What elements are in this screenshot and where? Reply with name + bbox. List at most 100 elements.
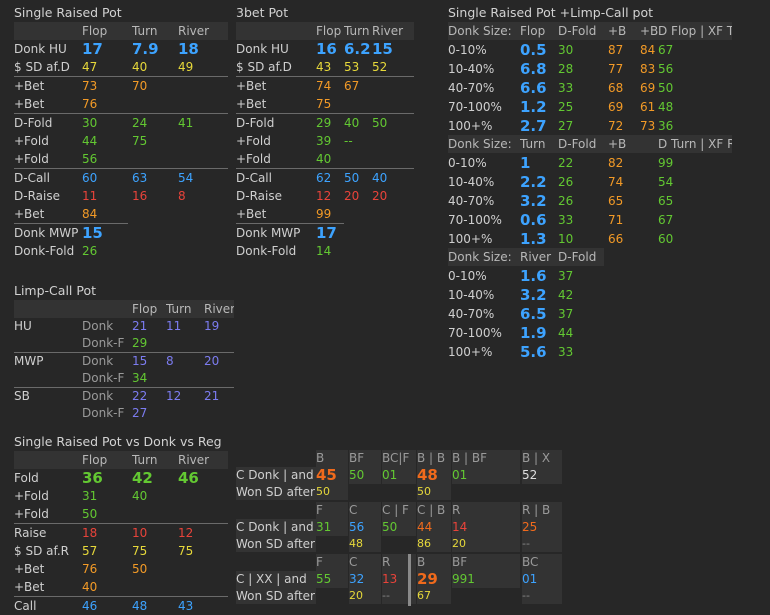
stat-value: 11 [82, 189, 98, 203]
stat-value: 29 [132, 336, 148, 350]
stat-value: 61 [640, 99, 656, 114]
col-header: BF [452, 554, 520, 571]
row-label: D-Call [14, 171, 50, 185]
stat-value: 87 [608, 42, 624, 57]
stat-value: 63 [132, 171, 148, 185]
row-label: +Bet [14, 207, 45, 221]
stat-value: 19 [204, 319, 220, 333]
stat-value: 42 [132, 469, 153, 487]
donk-size-header-row: Donk Size: River D-Fold [448, 248, 604, 266]
stat-value: 50 [316, 484, 348, 500]
stat-value: 10 [558, 231, 574, 246]
col-header: F [316, 554, 348, 571]
row-label: +Fold [14, 152, 49, 166]
stat-value: 66 [608, 231, 624, 246]
limp-donk-title: Single Raised Pot +Limp-Call pot [448, 5, 653, 20]
col-header: D-Fold [558, 137, 597, 151]
row-label: Fold [14, 471, 39, 485]
stat-value: 17 [316, 224, 337, 242]
stat-value: 41 [178, 116, 194, 130]
row-label: $ SD af.D [14, 60, 70, 74]
stat-value: 75 [178, 544, 194, 558]
stat-value: 1.3 [520, 229, 547, 248]
row-label: Won SD after: [236, 536, 316, 552]
table-row: Donk-F 34 [14, 370, 234, 387]
stat-value: 3.2 [520, 285, 547, 304]
col-header: R [452, 502, 520, 519]
row-label: +Bet [236, 79, 267, 93]
stat-value: 74 [316, 79, 332, 93]
stat-value: 53 [344, 60, 360, 74]
col-header: Flop [520, 24, 546, 38]
row-label: +Bet [14, 79, 45, 93]
stat-value: 99 [316, 207, 332, 221]
col-header: R [382, 554, 416, 571]
position-label: MWP [14, 354, 44, 368]
donk-size-label: 10-40% [448, 61, 495, 76]
stat-value: 20 [452, 536, 520, 552]
stat-value: 32 [349, 571, 381, 588]
stat-value: 74 [608, 174, 624, 189]
vsreg-panel: Single Raised Pot vs Donk vs Reg Flop Tur… [14, 433, 228, 615]
col-header: B | X [522, 450, 562, 467]
stat-value: -- [382, 588, 416, 604]
stat-value: 43 [178, 599, 194, 613]
table-row: +Bet 75 [236, 95, 414, 113]
stat-value: 52 [522, 467, 562, 484]
stat-value: 99 [658, 155, 674, 170]
table-row: +Bet 76 [14, 95, 228, 113]
stat-value: 73 [82, 79, 98, 93]
stat-value: 54 [178, 171, 194, 185]
stat-value: 50 [344, 171, 360, 185]
table-row: 10-40% 3.2 42 [448, 285, 732, 304]
stat-value: 49 [178, 60, 194, 74]
stat-value: 12 [178, 526, 194, 540]
table-row: +Bet 76 50 [14, 560, 228, 578]
stat-value: 20 [349, 588, 381, 604]
stat-value: 42 [558, 287, 574, 302]
row-label: Donk MWP [236, 226, 301, 240]
table-row: +Bet 40 [14, 578, 228, 596]
stat-value: 18 [178, 40, 199, 58]
stat-value: 21 [204, 389, 220, 403]
stat-value: 50 [82, 507, 98, 521]
srp-col-header: Flop [82, 24, 108, 38]
action-label: Donk [82, 319, 114, 333]
stat-value: 01 [452, 467, 520, 484]
stat-value: -- [522, 588, 562, 604]
stat-value: -- [344, 134, 353, 148]
stat-value: 11 [166, 319, 182, 333]
donk-size-label: 10-40% [448, 287, 495, 302]
stat-value: 29 [316, 116, 332, 130]
stat-value: 36 [82, 469, 103, 487]
stat-value: 26 [558, 174, 574, 189]
stat-value: 40 [344, 116, 360, 130]
donk-size-header-row: Donk Size: Flop D-Fold +B +B D Flop | XF T [448, 22, 732, 40]
stat-value: 6.5 [520, 304, 547, 323]
table-row: MWP Donk 15 8 20 [14, 352, 234, 370]
col-header: D-Fold [558, 250, 597, 264]
stat-value: 50 [372, 116, 388, 130]
stat-value: 37 [558, 268, 574, 283]
action-label: Donk [82, 354, 114, 368]
limpcall-table: Flop Turn River HU Donk 21 11 19 Donk-F 29 MWP Donk… [14, 300, 234, 422]
stat-value: 26 [558, 193, 574, 208]
table-row: 100+% 5.6 33 [448, 342, 732, 361]
stat-value: 76 [82, 97, 98, 111]
row-label: D-Raise [236, 189, 282, 203]
stat-value: 30 [82, 116, 98, 130]
row-label: $ SD af.R [14, 544, 69, 558]
stat-value: 65 [608, 193, 624, 208]
stat-value: 15 [82, 224, 103, 242]
stat-value: 67 [344, 79, 360, 93]
action-label: Donk-F [82, 406, 125, 420]
donk-size-label: 100+% [448, 231, 493, 246]
col-header: Donk Size: [448, 24, 512, 38]
row-label: Won SD after: [236, 484, 316, 500]
donk-size-label: 100+% [448, 344, 493, 359]
table-row: Won SD after: 48 86 20 -- [236, 536, 562, 552]
table-row: Donk HU 17 7.9 18 [14, 40, 228, 58]
row-label: +Bet [14, 97, 45, 111]
stat-value: -- [522, 536, 562, 552]
